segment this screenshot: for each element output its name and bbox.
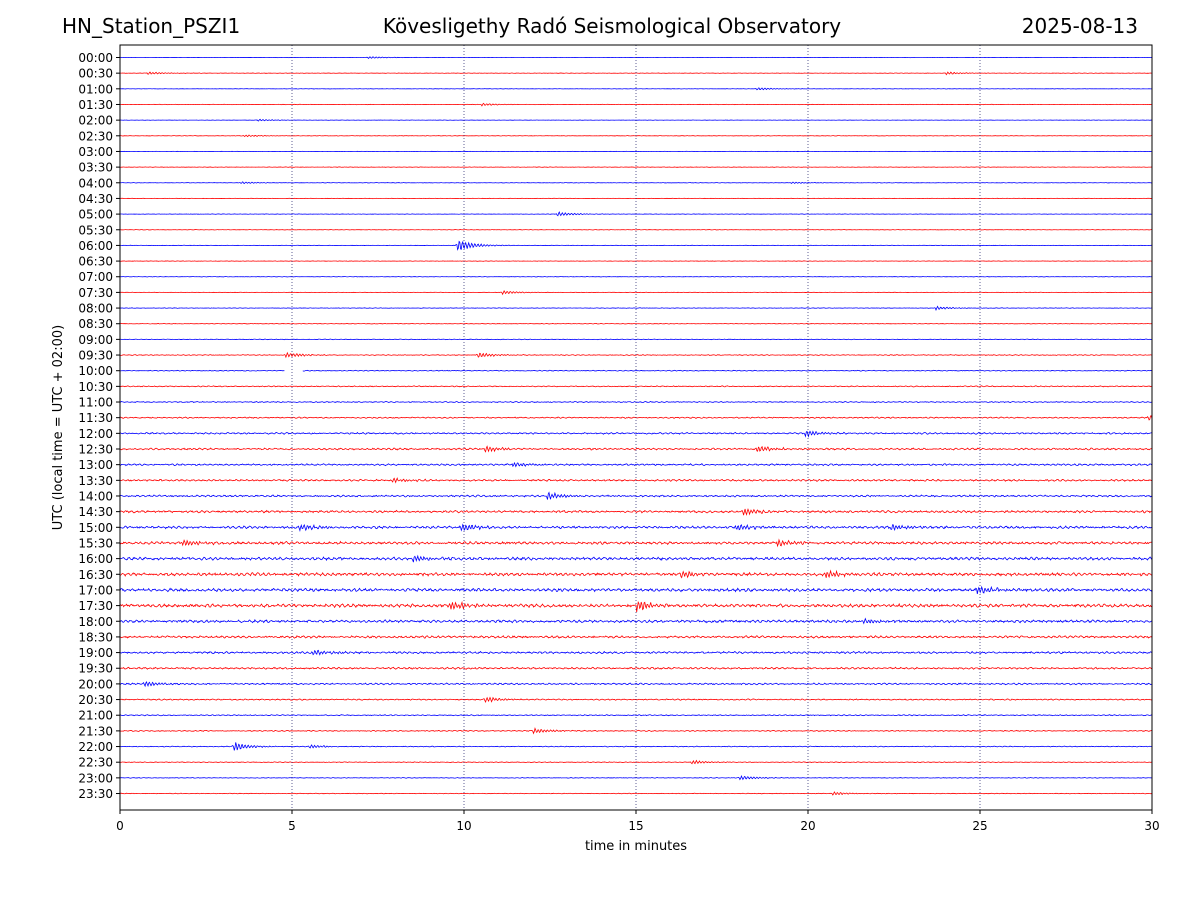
y-tick-label: 09:30 [78,349,113,363]
y-tick-label: 07:00 [78,270,113,284]
trace-0400 [119,181,1153,185]
x-grid [291,45,981,810]
y-tick-label: 05:00 [78,208,113,222]
y-tick-label: 06:30 [78,255,113,269]
y-tick-label: 00:30 [78,67,113,81]
trace-2330 [119,791,1153,796]
y-tick-label: 15:30 [78,536,113,550]
y-tick-label: 08:30 [78,317,113,331]
y-tick-label: 14:30 [78,505,113,519]
x-tick-label: 0 [116,819,124,833]
trace-2200 [119,742,1153,751]
trace-0800 [119,305,1153,312]
chart-title: Kövesligethy Radó Seismological Observat… [382,14,842,38]
trace-1900 [119,649,1153,656]
y-tick-label: 03:30 [78,161,113,175]
y-tick-label: 10:30 [78,380,113,394]
y-tick-label: 07:30 [78,286,113,300]
y-tick-label: 17:30 [78,599,113,613]
x-tick-label: 15 [628,819,643,833]
y-tick-label: 11:00 [78,396,113,410]
trace-0730 [119,289,1153,296]
y-tick-label: 13:00 [78,458,113,472]
y-tick-label: 20:00 [78,677,113,691]
y-tick-label: 02:00 [78,114,113,128]
y-tick-label: 01:30 [78,98,113,112]
trace-0600 [119,240,1153,251]
y-tick-label: 23:30 [78,787,113,801]
y-tick-label: 22:00 [78,740,113,754]
trace-1500 [119,523,1153,532]
x-axis-label: time in minutes [585,839,687,854]
y-tick-label: 19:30 [78,662,113,676]
y-tick-label: 19:00 [78,646,113,660]
y-tick-label: 15:00 [78,521,113,535]
y-tick-label: 01:00 [78,82,113,96]
y-axis-label: UTC (local time = UTC + 02:00) [51,325,66,530]
y-tick-label: 14:00 [78,489,113,503]
y-tick-label: 12:30 [78,443,113,457]
y-tick-label: 00:00 [78,51,113,65]
y-tick-label: 11:30 [78,411,113,425]
y-tick-label: 18:00 [78,615,113,629]
trace-1300 [119,461,1153,468]
x-tick-label: 5 [288,819,296,833]
trace-1030 [119,385,1153,388]
y-tick-label: 03:00 [78,145,113,159]
station-label: HN_Station_PSZI1 [62,14,241,38]
trace-1230 [119,445,1153,453]
trace-2130 [119,727,1153,735]
y-tick-label: 02:30 [78,129,113,143]
trace-1430 [119,508,1153,516]
x-tick-label: 30 [1144,819,1159,833]
y-tick-label: 20:30 [78,693,113,707]
y-tick-label: 06:00 [78,239,113,253]
y-tick-label: 23:00 [78,771,113,785]
trace-0930 [119,351,1152,359]
y-tick-label: 09:00 [78,333,113,347]
trace-0030 [119,71,1153,76]
y-tick-label: 12:00 [78,427,113,441]
y-tick-label: 13:30 [78,474,113,488]
trace-2000 [119,681,1153,688]
y-tick-label: 16:30 [78,568,113,582]
x-axis: 0 5 10 15 20 25 30 [116,810,1160,833]
y-tick-label: 04:00 [78,176,113,190]
trace-1930 [119,666,1153,670]
y-tick-label: 04:30 [78,192,113,206]
y-tick-label: 17:00 [78,583,113,597]
y-tick-label: 08:00 [78,302,113,316]
x-tick-label: 10 [456,819,471,833]
date-label: 2025-08-13 [1021,14,1138,38]
y-tick-label: 10:00 [78,364,113,378]
x-tick-label: 20 [800,819,815,833]
x-tick-label: 25 [972,819,987,833]
y-tick-label: 16:00 [78,552,113,566]
y-tick-label: 22:30 [78,756,113,770]
trace-0130 [119,102,1153,107]
y-tick-label: 18:30 [78,630,113,644]
trace-0830 [119,323,1153,325]
y-tick-label: 21:30 [78,724,113,738]
y-tick-label: 21:00 [78,709,113,723]
trace-1000 [119,369,1153,372]
trace-0100 [119,87,1153,91]
y-tick-label: 05:30 [78,223,113,237]
